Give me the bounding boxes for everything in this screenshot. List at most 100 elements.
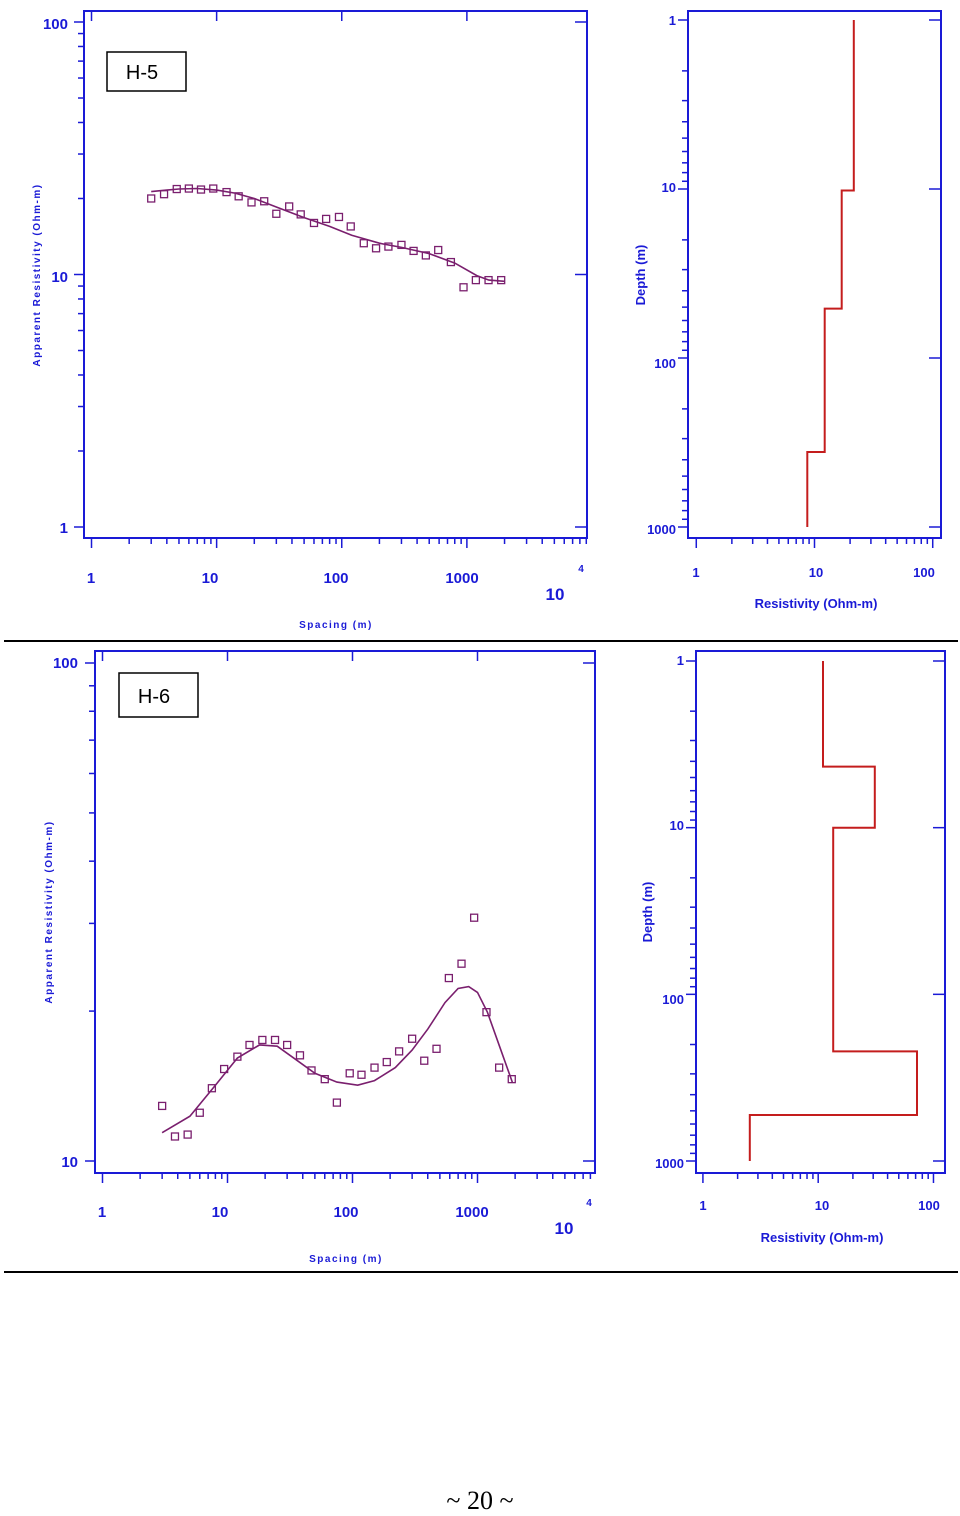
xtick-label: 100 <box>918 1198 940 1213</box>
data-point <box>457 959 466 968</box>
data-point <box>420 1056 429 1065</box>
y-axis-title: Apparent Resistivity (Ohm-m) <box>32 183 43 366</box>
data-point <box>183 1130 192 1139</box>
plot-frame <box>94 650 596 1174</box>
data-marks <box>157 913 516 1141</box>
ytick-label: 100 <box>662 992 684 1007</box>
xtick-label: 100 <box>333 1204 358 1221</box>
data-point <box>382 1057 391 1067</box>
plot-frame <box>695 650 946 1174</box>
data-point <box>258 1035 267 1045</box>
xtick-label: 10 <box>815 1198 829 1213</box>
xtick-label: 10 <box>555 1219 574 1238</box>
data-point <box>147 194 156 203</box>
data-point <box>247 198 256 207</box>
ytick-label: 10 <box>670 818 684 833</box>
data-point <box>307 1066 316 1075</box>
data-point <box>371 244 381 253</box>
xtick-label: 100 <box>913 565 935 580</box>
data-point <box>207 1084 217 1093</box>
data-point <box>384 242 393 251</box>
xtick-label: 1000 <box>455 1204 488 1221</box>
xtick-label: 1000 <box>445 570 478 587</box>
data-point <box>407 1034 417 1043</box>
xtick-exponent: 4 <box>586 1198 592 1209</box>
x-axis-title: Resistivity (Ohm-m) <box>761 1230 884 1245</box>
xtick-label: 10 <box>546 585 565 604</box>
data-point <box>494 1063 504 1072</box>
xtick-label: 1 <box>98 1204 106 1221</box>
xtick-label: 1 <box>87 570 95 587</box>
ytick-label: 1000 <box>655 1156 684 1171</box>
ytick-label: 10 <box>662 180 676 195</box>
data-point <box>295 1051 305 1060</box>
data-point <box>195 1108 204 1117</box>
xtick-label: 10 <box>202 570 219 587</box>
axis-ticks <box>686 660 945 1183</box>
y-axis-title: Depth (m) <box>633 245 648 306</box>
ytick-label: 1 <box>669 13 676 28</box>
data-point <box>332 1098 342 1107</box>
x-axis-title: Spacing (m) <box>299 620 373 631</box>
panel-label: H-6 <box>138 686 170 708</box>
data-point <box>346 222 355 231</box>
data-point <box>459 283 468 292</box>
data-point <box>282 1040 292 1050</box>
data-point <box>157 1101 167 1111</box>
h6-sounding-chart: 100 10 1 10 100 1000 10 4 Spacing (m) Ap… <box>44 650 596 1265</box>
data-point <box>334 212 344 222</box>
model-fit-curve <box>161 985 514 1134</box>
data-point <box>434 245 443 255</box>
data-point <box>245 1040 254 1050</box>
layer-model-line <box>806 20 855 527</box>
model-fit-curve <box>151 187 505 283</box>
data-point <box>432 1044 441 1053</box>
axis-ticks <box>85 651 595 1183</box>
data-marks <box>806 20 855 527</box>
data-point <box>357 1070 366 1079</box>
data-point <box>397 240 406 250</box>
xtick-label: 10 <box>212 1204 229 1221</box>
xtick-label: 10 <box>809 565 823 580</box>
ytick-label: 10 <box>51 269 68 286</box>
data-point <box>370 1063 379 1072</box>
data-point <box>471 275 481 285</box>
data-point <box>507 1075 516 1084</box>
h6-layer-model-chart: 1 10 100 1000 1 10 100 Resistivity (Ohm-… <box>640 650 946 1245</box>
data-marks <box>147 184 506 292</box>
data-point <box>446 257 456 267</box>
axis-ticks <box>74 11 588 548</box>
ytick-label: 1 <box>60 520 68 537</box>
ytick-label: 1 <box>677 653 684 668</box>
data-point <box>421 251 431 260</box>
ytick-label: 100 <box>654 356 676 371</box>
y-axis-title: Depth (m) <box>640 882 655 943</box>
data-point <box>285 202 294 211</box>
panel-label-box <box>118 672 199 718</box>
data-point <box>272 209 281 218</box>
xtick-label: 100 <box>323 570 348 587</box>
data-point <box>159 190 169 199</box>
data-point <box>444 973 454 983</box>
ytick-label: 10 <box>61 1154 78 1171</box>
axis-ticks <box>678 19 941 548</box>
data-point <box>359 239 368 248</box>
data-point <box>234 192 243 201</box>
plot-frame <box>687 10 942 539</box>
h5-sounding-chart: 100 10 1 1 10 100 1000 10 4 Spacing (m) … <box>32 10 588 631</box>
layer-model-line <box>748 661 918 1161</box>
data-point <box>170 1132 180 1141</box>
h5-layer-model-chart: 1 10 100 1000 1 10 100 Resistivity (Ohm-… <box>633 10 942 611</box>
xtick-label: 1 <box>699 1198 706 1213</box>
ytick-label: 100 <box>43 16 68 33</box>
panel-label: H-5 <box>126 62 158 84</box>
ytick-label: 1000 <box>647 522 676 537</box>
data-point <box>209 184 218 193</box>
x-axis-title: Resistivity (Ohm-m) <box>755 596 878 611</box>
x-axis-title: Spacing (m) <box>309 1254 383 1265</box>
xtick-label: 1 <box>692 565 699 580</box>
data-marks <box>748 661 918 1161</box>
data-point <box>321 214 331 224</box>
data-point <box>394 1047 404 1056</box>
